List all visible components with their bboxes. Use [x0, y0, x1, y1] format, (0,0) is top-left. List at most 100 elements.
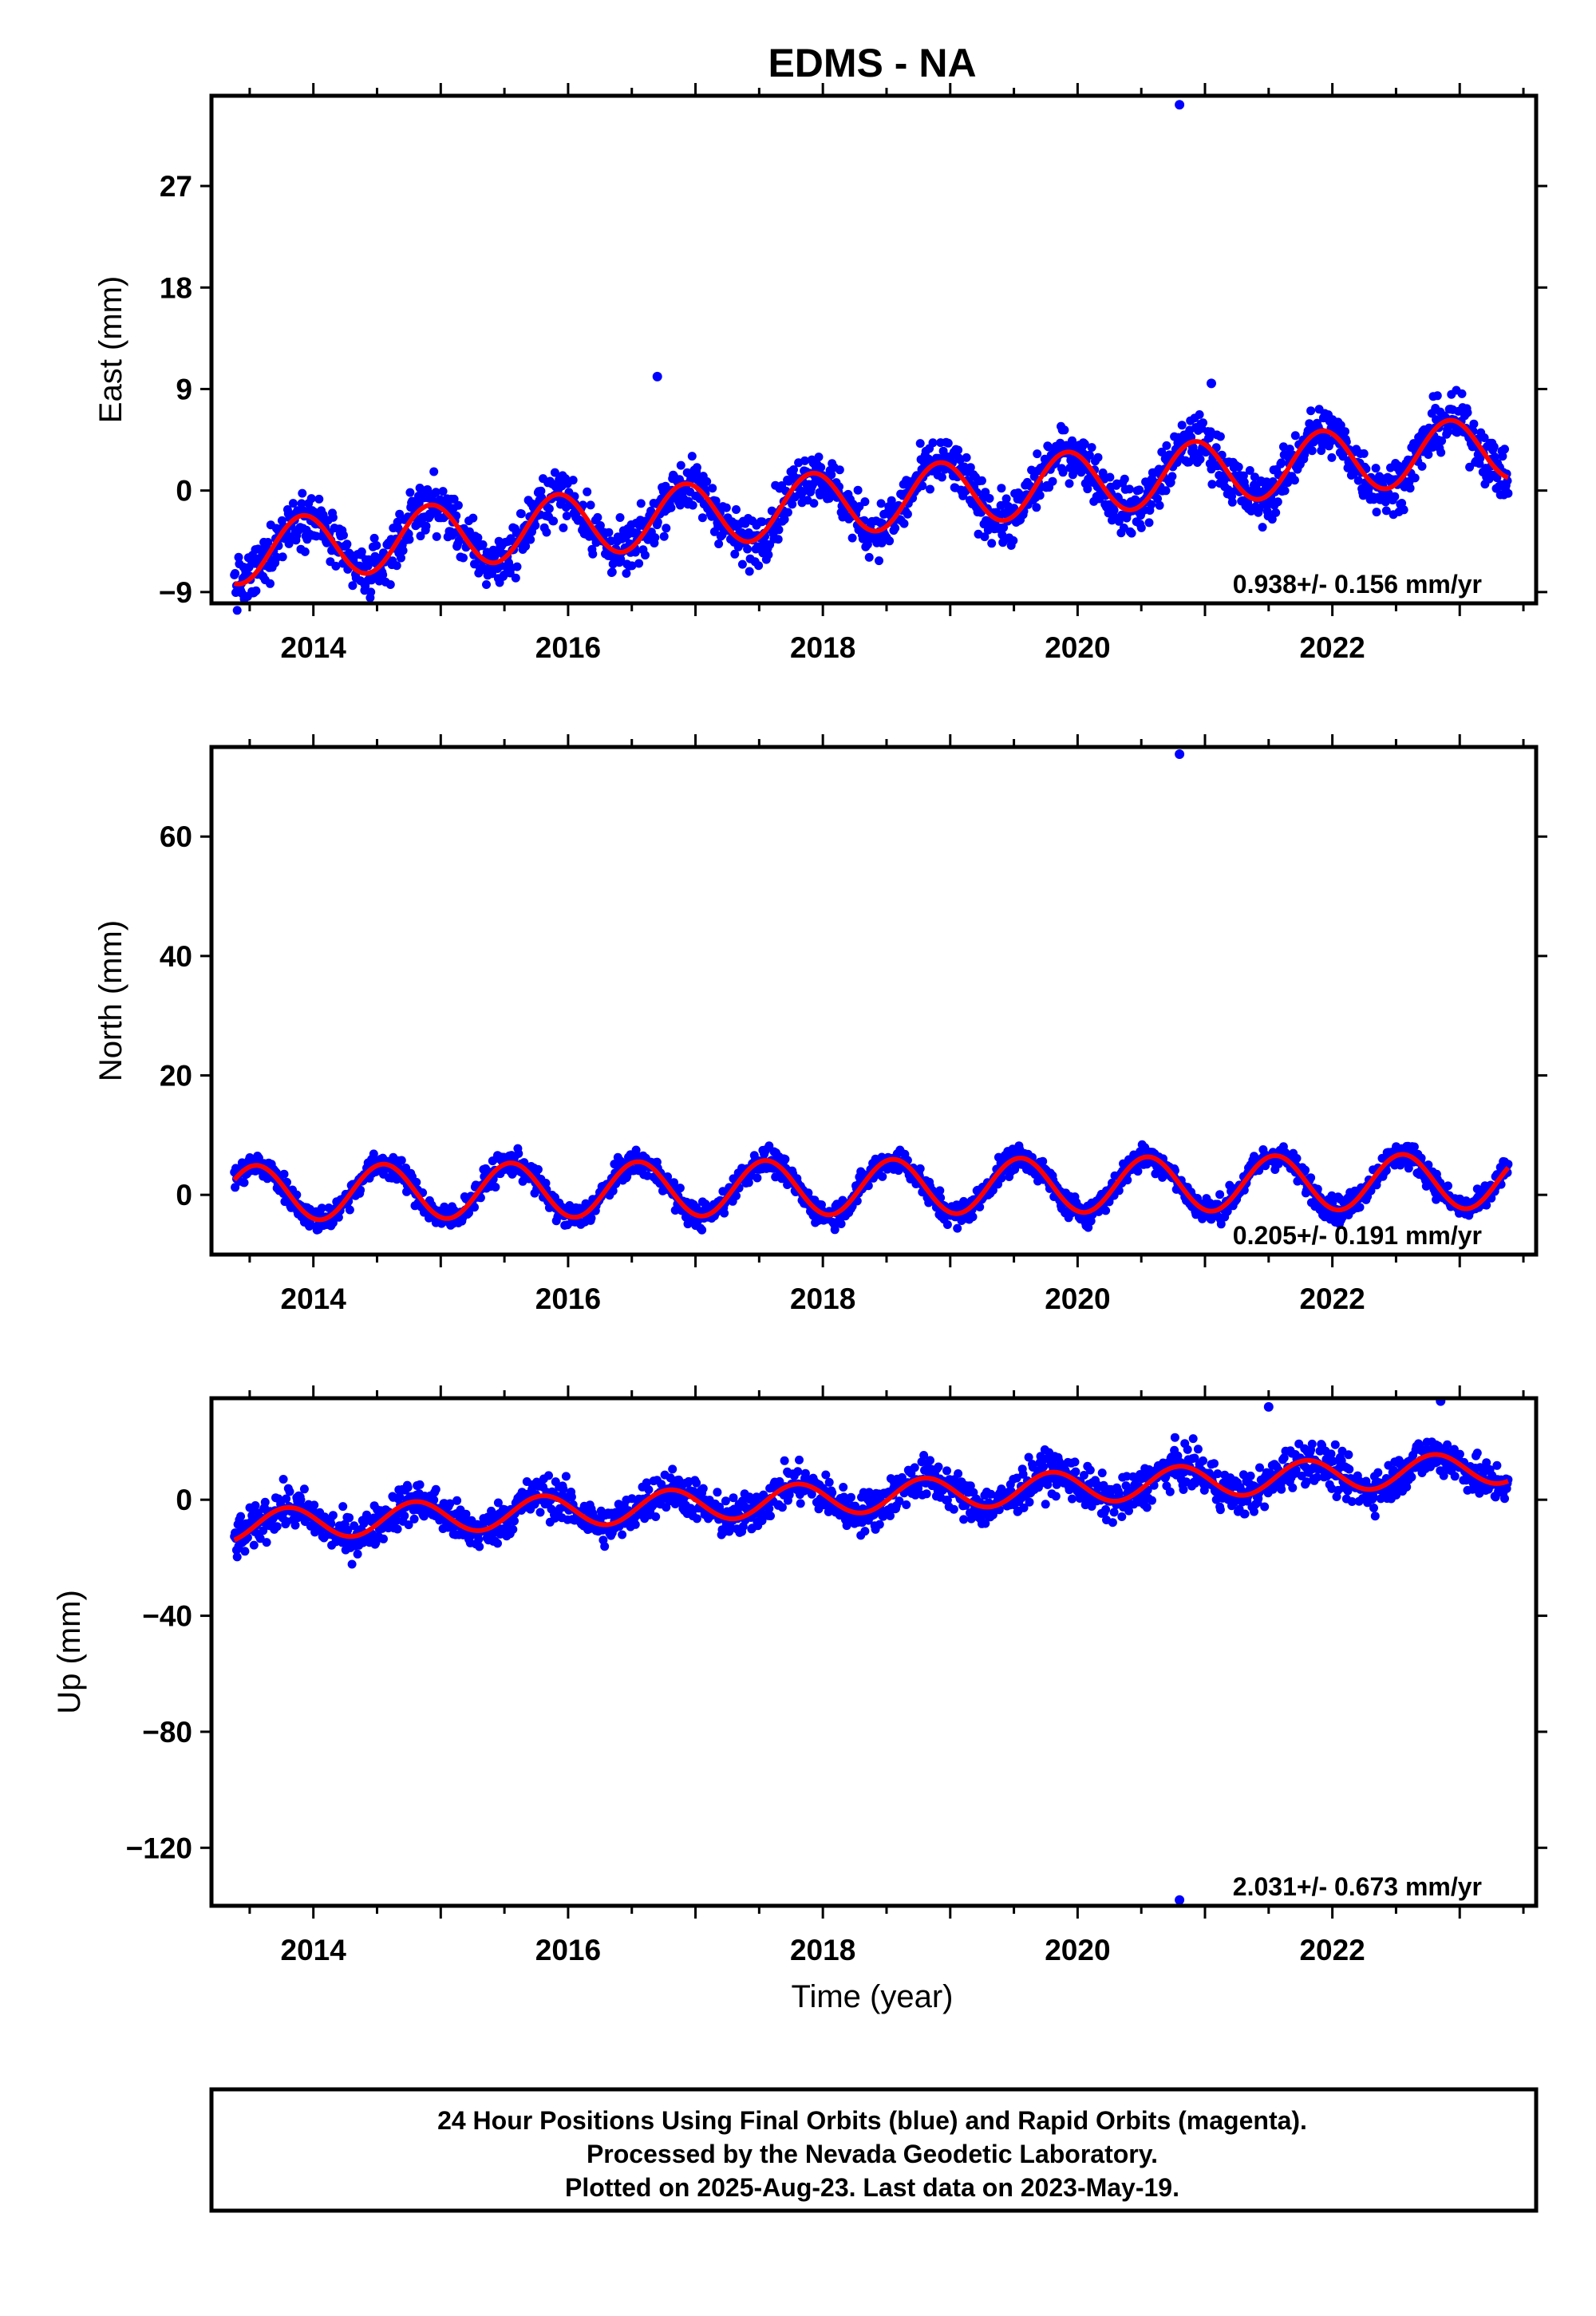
north-data-point — [1355, 1203, 1365, 1212]
east-data-point — [980, 532, 990, 542]
east-data-point — [478, 540, 488, 549]
east-data-point — [1469, 419, 1479, 429]
east-data-point — [405, 535, 414, 544]
east-data-point — [1245, 466, 1254, 475]
up-data-point — [910, 1463, 919, 1472]
east-data-point — [251, 586, 261, 595]
up-data-point — [793, 1467, 803, 1476]
east-data-point — [1432, 391, 1442, 401]
up-data-point — [777, 1503, 787, 1512]
east-data-point — [372, 541, 381, 550]
east-data-point — [397, 553, 405, 563]
up-data-point — [353, 1549, 362, 1559]
east-data-point — [1144, 518, 1154, 528]
x-tick-label: 2020 — [1045, 1282, 1110, 1315]
outlier-point — [652, 371, 662, 381]
up-data-point — [651, 1512, 661, 1521]
east-data-point — [1195, 455, 1205, 464]
east-data-point — [473, 533, 483, 543]
x-tick-label: 2018 — [790, 1282, 855, 1315]
east-data-point — [714, 539, 724, 548]
east-data-point — [1341, 427, 1349, 437]
north-data-point — [1503, 1160, 1513, 1169]
up-data-point — [692, 1478, 701, 1488]
outlier-point — [1175, 100, 1185, 110]
east-data-point — [732, 505, 741, 514]
east-data-point — [860, 497, 870, 507]
up-data-point — [1051, 1492, 1061, 1501]
east-data-point — [885, 536, 895, 546]
east-data-point — [232, 606, 242, 615]
up-data-point — [618, 1530, 627, 1539]
east-data-point — [757, 517, 767, 527]
up-data-point — [668, 1464, 678, 1474]
east-data-point — [1390, 492, 1400, 501]
x-tick-label: 2018 — [790, 631, 855, 664]
up-data-point — [1071, 1467, 1080, 1476]
up-data-point — [249, 1540, 259, 1550]
east-data-point — [1124, 484, 1134, 494]
east-data-point — [521, 542, 531, 551]
east-data-point — [827, 470, 836, 480]
east-data-point — [730, 549, 740, 559]
east-data-point — [593, 512, 602, 522]
up-data-point — [698, 1484, 708, 1493]
up-data-point — [875, 1520, 884, 1529]
east-data-point — [903, 509, 912, 519]
up-data-point — [403, 1483, 413, 1492]
east-data-point — [875, 556, 883, 566]
east-data-point — [687, 452, 697, 461]
north-data-point — [836, 1219, 846, 1228]
east-data-point — [416, 532, 425, 541]
east-data-point — [1136, 523, 1146, 532]
east-data-point — [981, 488, 990, 497]
east-data-point — [516, 509, 526, 519]
east-data-point — [676, 460, 685, 470]
up-data-point — [1070, 1457, 1080, 1467]
east-data-point — [737, 559, 747, 569]
east-data-point — [531, 520, 540, 530]
east-data-point — [1083, 484, 1092, 494]
east-data-point — [392, 561, 401, 571]
east-data-point — [583, 487, 592, 496]
x-tick-label: 2022 — [1299, 1282, 1365, 1315]
east-data-point — [454, 536, 464, 545]
up-data-point — [544, 1471, 553, 1480]
east-data-point — [512, 562, 522, 571]
east-data-point — [1417, 461, 1427, 471]
east-data-point — [1215, 432, 1225, 441]
east-data-point — [943, 438, 953, 448]
east-data-point — [764, 550, 773, 559]
east-data-point — [588, 549, 598, 559]
up-data-point — [846, 1492, 855, 1502]
east-data-point — [926, 484, 934, 494]
east-data-point — [1372, 508, 1381, 517]
east-data-point — [1371, 464, 1381, 473]
east-data-point — [1489, 442, 1499, 452]
up-data-point — [559, 1484, 568, 1494]
up-data-point — [508, 1524, 518, 1534]
east-data-point — [789, 465, 798, 474]
east-data-point — [604, 528, 614, 537]
east-data-point — [675, 500, 685, 510]
up-data-point — [934, 1462, 943, 1472]
up-data-point — [1142, 1503, 1152, 1512]
east-data-point — [1290, 476, 1299, 485]
east-data-point — [562, 512, 571, 520]
east-data-point — [378, 570, 388, 579]
east-data-point — [999, 523, 1009, 532]
east-data-point — [298, 488, 307, 498]
east-data-point — [662, 524, 671, 533]
up-data-point — [347, 1559, 357, 1569]
east-data-point — [348, 581, 358, 591]
east-data-point — [1080, 439, 1089, 449]
east-data-point — [306, 494, 316, 504]
y-tick-label: 20 — [160, 1060, 192, 1093]
north-rate-label: 0.205+/- 0.191 mm/yr — [1233, 1221, 1482, 1250]
east-data-point — [405, 488, 415, 497]
up-data-point — [1109, 1508, 1119, 1517]
north-data-point — [514, 1149, 523, 1158]
up-data-point — [780, 1456, 789, 1465]
